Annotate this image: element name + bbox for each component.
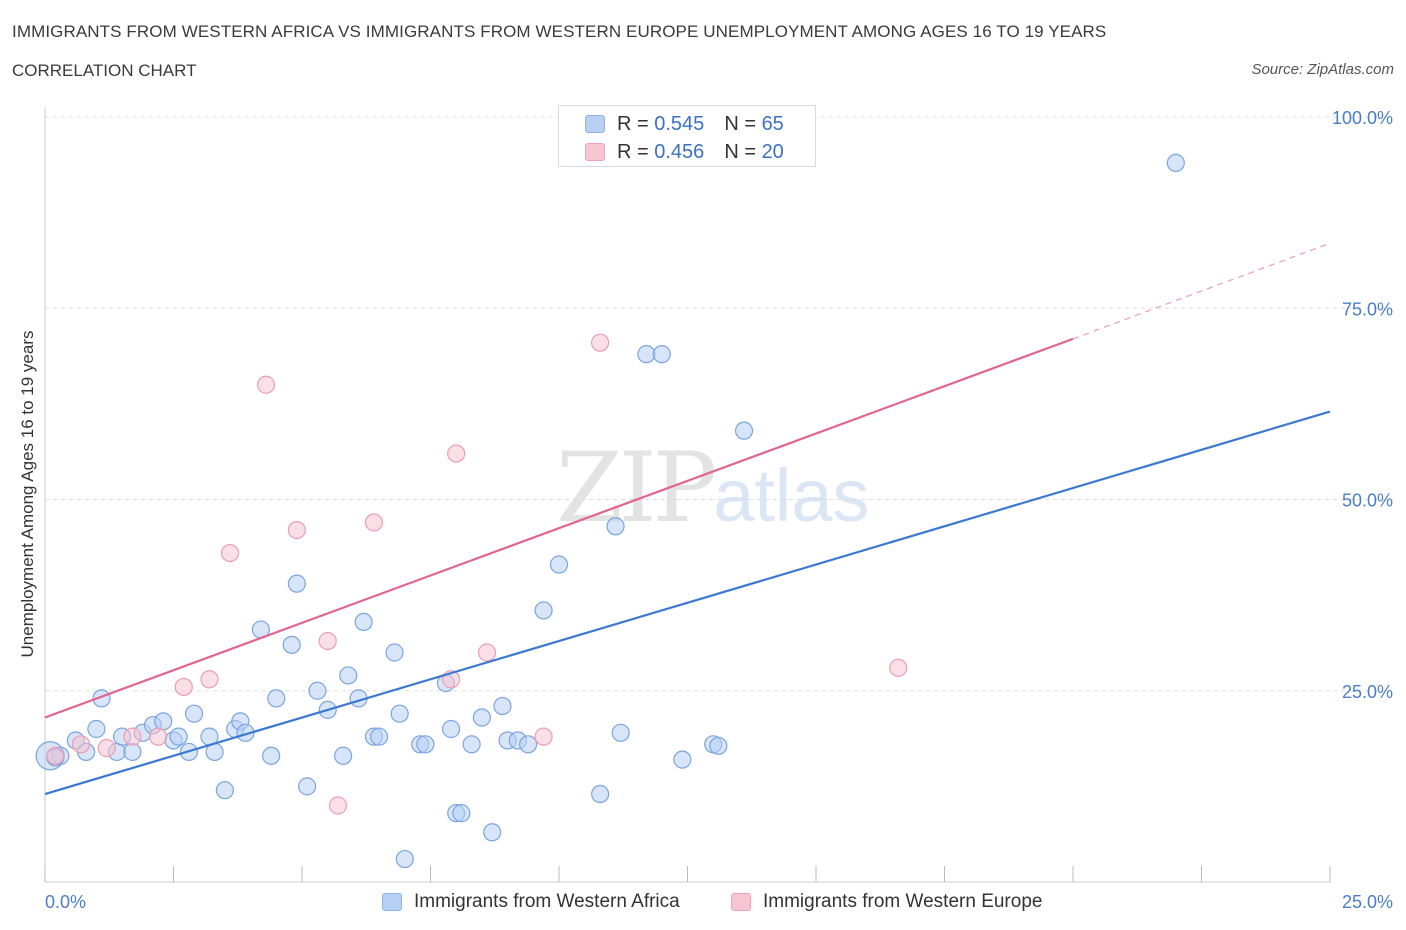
data-point (256, 375, 276, 394)
legend-r-value: 0.545 (654, 112, 705, 135)
data-point (298, 777, 317, 796)
data-point (611, 723, 630, 742)
data-point (267, 689, 286, 708)
data-point (174, 677, 193, 697)
data-point (215, 781, 234, 800)
legend-swatch-blue (585, 115, 605, 133)
data-point (354, 612, 373, 632)
data-point (441, 719, 461, 739)
bottom-legend-western-europe: Immigrants from Western Europe (731, 890, 1042, 914)
legend-r-label: R = (617, 140, 649, 163)
legend-r-value: 0.456 (654, 140, 705, 163)
data-point (889, 658, 908, 677)
data-point (287, 574, 306, 593)
legend-r-label: R = (617, 112, 649, 135)
x-tick-label: 0.0% (45, 892, 86, 912)
data-point (483, 823, 502, 842)
data-point (318, 631, 337, 651)
watermark-atlas: atlas (713, 454, 870, 537)
data-point (46, 746, 65, 765)
data-point (477, 643, 497, 662)
data-point (87, 719, 106, 739)
data-point (97, 739, 116, 758)
data-point (287, 520, 306, 540)
data-point (200, 670, 219, 689)
chart-title: IMMIGRANTS FROM WESTERN AFRICA VS IMMIGR… (12, 22, 1107, 41)
bottom-legend-western-africa: Immigrants from Western Africa (382, 890, 680, 914)
data-point (339, 666, 358, 685)
data-point (184, 704, 204, 723)
data-point (328, 796, 348, 815)
data-point (385, 643, 404, 662)
data-point (591, 784, 610, 804)
data-point (637, 345, 656, 364)
y-tick-label: 100.0% (1332, 108, 1393, 128)
data-point (709, 736, 728, 755)
y-tick-label: 25.0% (1342, 682, 1393, 702)
legend-series-name: Immigrants from Western Europe (763, 891, 1043, 912)
data-point (606, 517, 625, 536)
y-tick-label: 50.0% (1342, 491, 1393, 511)
legend-row-western-africa: R = 0.545 N = 65 (585, 112, 784, 136)
chart-subtitle: CORRELATION CHART (12, 61, 197, 80)
legend-n-value: 20 (761, 140, 784, 163)
correlation-legend: R = 0.545 N = 65 R = 0.456 N = 20 (558, 105, 816, 167)
legend-n-label: N = (724, 112, 756, 135)
data-point (462, 735, 481, 754)
data-point (364, 513, 384, 532)
data-point (334, 746, 353, 765)
trend-line (44, 410, 1331, 796)
data-point (148, 727, 168, 746)
data-point (534, 601, 553, 620)
data-point (308, 681, 327, 700)
data-point (123, 742, 142, 762)
data-point (71, 735, 91, 754)
data-point (123, 727, 142, 746)
y-axis-label: Unemployment Among Ages 16 to 19 years (18, 330, 37, 658)
source-credit: Source: ZipAtlas.com (1251, 61, 1394, 78)
legend-swatch-pink (585, 143, 605, 161)
y-tick-label: 75.0% (1342, 299, 1393, 319)
data-point (591, 333, 610, 352)
data-point (734, 421, 754, 440)
data-point (519, 735, 538, 754)
data-point (447, 444, 466, 463)
data-point (472, 708, 491, 727)
data-point (452, 804, 471, 823)
data-point (169, 727, 188, 746)
data-point (220, 543, 240, 563)
data-point (1166, 153, 1185, 172)
legend-row-western-europe: R = 0.456 N = 20 (585, 140, 784, 164)
data-point (395, 849, 414, 869)
legend-n-value: 65 (761, 112, 784, 135)
legend-n-label: N = (724, 140, 756, 163)
data-point (673, 750, 692, 769)
data-point (493, 696, 512, 716)
data-point (370, 727, 389, 746)
trend-line (44, 337, 1074, 719)
trend-line-extension (1072, 242, 1331, 340)
legend-swatch-blue (382, 893, 402, 911)
legend-swatch-pink (731, 893, 751, 911)
data-point (549, 555, 569, 574)
legend-series-name: Immigrants from Western Africa (414, 891, 680, 912)
x-tick-label: 25.0% (1342, 892, 1393, 912)
data-point (652, 345, 671, 364)
data-point (390, 704, 409, 723)
data-point (534, 727, 553, 746)
data-point (262, 746, 281, 765)
data-point (154, 712, 173, 731)
data-point (416, 735, 435, 754)
data-point (282, 635, 301, 654)
